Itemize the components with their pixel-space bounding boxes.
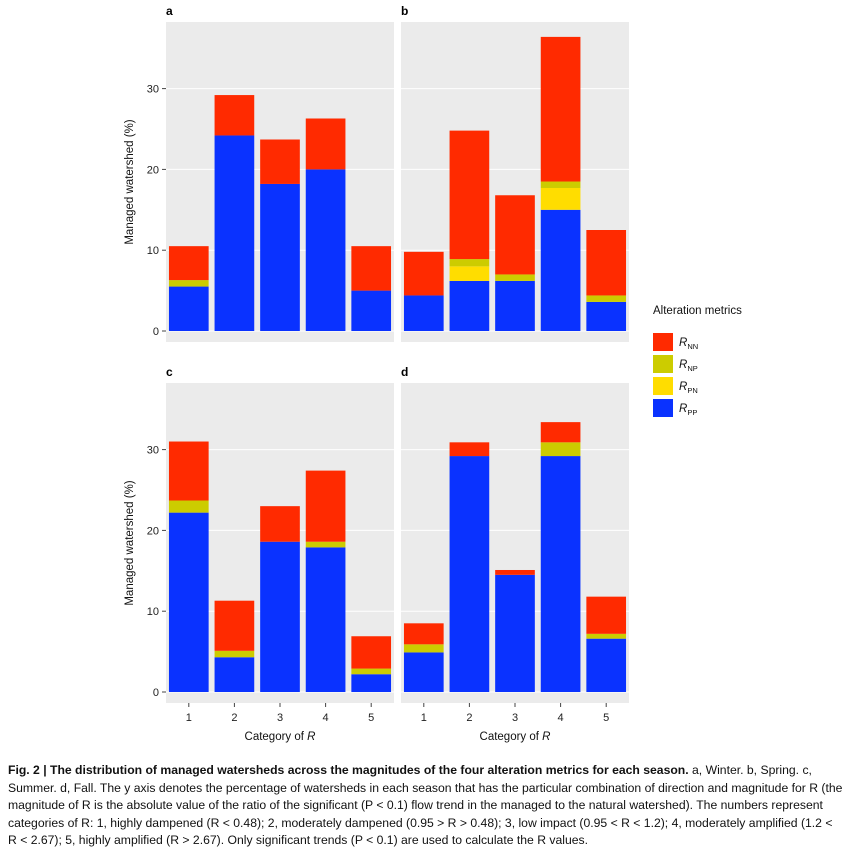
legend: Alteration metrics RNN RNP RPN RPP <box>653 305 742 417</box>
bar-r-np-cat4 <box>540 181 581 188</box>
x-tick-label: 2 <box>466 712 472 724</box>
bar-r-nn-cat1 <box>403 251 444 296</box>
bar-r-np-cat4 <box>540 442 581 457</box>
bar-r-pp-cat1 <box>168 286 209 331</box>
bar-r-nn-cat3 <box>260 139 300 184</box>
panel-d: 1 2 3 4 5 d Category of R <box>401 365 629 743</box>
bar-r-pp-cat1 <box>403 652 444 692</box>
legend-label-r-pn: RPN <box>679 381 698 395</box>
bar-r-pp-cat3 <box>260 541 300 692</box>
legend-swatch-r-pp <box>653 399 673 417</box>
bar-r-pp-cat5 <box>586 301 627 331</box>
bar-r-np-cat1 <box>168 500 209 513</box>
bar-r-np-cat5 <box>351 668 392 675</box>
y-tick-label: 10 <box>147 606 159 618</box>
bar-r-nn-cat3 <box>495 195 535 275</box>
bar-r-pp-cat5 <box>351 290 392 331</box>
bar-r-pp-cat4 <box>305 169 346 331</box>
legend-label-r-pp: RPP <box>679 403 697 417</box>
y-tick-label: 10 <box>147 245 159 257</box>
x-axis-label: Category of R <box>245 731 316 743</box>
y-axis-label: Managed watershed (%) <box>124 480 136 605</box>
bar-r-pp-cat1 <box>403 295 444 331</box>
panel-label: a <box>166 4 173 18</box>
y-tick-label: 0 <box>153 687 159 699</box>
bar-r-np-cat3 <box>495 274 535 281</box>
bar-r-pp-cat5 <box>351 674 392 692</box>
bar-r-pn-cat2 <box>449 266 490 281</box>
legend-title: Alteration metrics <box>653 305 742 317</box>
x-axis-label: Category of R <box>480 731 551 743</box>
bar-r-nn-cat1 <box>403 623 444 645</box>
y-tick-label: 30 <box>147 445 159 457</box>
x-tick-label: 4 <box>323 712 329 724</box>
figure-caption: Fig. 2 | The distribution of managed wat… <box>8 762 844 850</box>
legend-swatch-r-np <box>653 355 673 373</box>
y-tick-label: 20 <box>147 525 159 537</box>
bar-r-pp-cat2 <box>214 657 255 692</box>
bar-r-np-cat5 <box>586 295 627 302</box>
caption-body: a, Winter. b, Spring. c, Summer. d, Fall… <box>8 763 843 847</box>
bar-r-pp-cat3 <box>260 183 300 331</box>
legend-swatch-r-pn <box>653 377 673 395</box>
bar-r-np-cat2 <box>214 650 255 658</box>
y-axis-label: Managed watershed (%) <box>124 119 136 244</box>
bar-r-np-cat5 <box>586 633 627 639</box>
caption-lead: Fig. 2 | The distribution of managed wat… <box>8 763 689 777</box>
bar-r-nn-cat1 <box>168 441 209 501</box>
bar-r-np-cat2 <box>449 259 490 267</box>
legend-label-r-np: RNP <box>679 359 698 373</box>
bar-r-nn-cat5 <box>586 596 627 634</box>
y-tick-label: 20 <box>147 164 159 176</box>
bar-r-pp-cat2 <box>214 135 255 331</box>
bar-r-pn-cat4 <box>540 187 581 210</box>
panel-label: b <box>401 4 408 18</box>
x-tick-label: 3 <box>277 712 283 724</box>
bar-r-np-cat1 <box>168 280 209 287</box>
x-tick-label: 1 <box>186 712 192 724</box>
bar-r-np-cat1 <box>403 644 444 653</box>
x-tick-label: 3 <box>512 712 518 724</box>
x-tick-label: 5 <box>603 712 609 724</box>
panel-c: 0 10 20 30 1 2 3 4 5 c Managed watershed (%) Catego… <box>124 365 394 743</box>
bar-r-pp-cat5 <box>586 638 627 692</box>
legend-label-r-nn: RNN <box>679 337 698 351</box>
y-tick-label: 30 <box>147 84 159 96</box>
bar-r-nn-cat5 <box>351 636 392 669</box>
bar-r-nn-cat4 <box>540 422 581 443</box>
bar-r-nn-cat4 <box>540 36 581 182</box>
bar-r-pp-cat2 <box>449 280 490 331</box>
bar-r-nn-cat5 <box>351 246 392 291</box>
bar-r-pp-cat1 <box>168 512 209 692</box>
bar-r-nn-cat3 <box>495 569 535 575</box>
legend-swatch-r-nn <box>653 333 673 351</box>
x-tick-label: 2 <box>231 712 237 724</box>
y-tick-label: 0 <box>153 326 159 338</box>
bar-r-pp-cat2 <box>449 456 490 692</box>
bar-r-pp-cat4 <box>540 456 581 692</box>
bar-r-nn-cat3 <box>260 506 300 542</box>
x-tick-label: 4 <box>558 712 564 724</box>
bar-r-nn-cat2 <box>449 442 490 457</box>
panel-label: c <box>166 365 173 379</box>
bar-r-pp-cat4 <box>540 209 581 331</box>
bar-r-nn-cat2 <box>449 130 490 260</box>
bar-r-nn-cat1 <box>168 246 209 281</box>
bar-r-pp-cat3 <box>495 574 535 692</box>
x-tick-label: 5 <box>368 712 374 724</box>
panel-label: d <box>401 365 408 379</box>
panel-a: 0 10 20 30 a Managed watershed (%) <box>124 4 394 342</box>
figure: 0 10 20 30 a Managed watershed (%) b 0 10 20 30 1 2 3… <box>124 4 742 743</box>
bar-r-pp-cat4 <box>305 547 346 692</box>
bar-r-nn-cat4 <box>305 118 346 170</box>
bar-r-pp-cat3 <box>495 280 535 331</box>
bar-r-nn-cat2 <box>214 95 255 136</box>
bar-r-nn-cat4 <box>305 470 346 542</box>
x-tick-label: 1 <box>421 712 427 724</box>
bar-r-nn-cat2 <box>214 600 255 651</box>
bar-r-nn-cat5 <box>586 230 627 296</box>
bar-r-np-cat4 <box>305 541 346 548</box>
panel-b: b <box>401 4 629 342</box>
